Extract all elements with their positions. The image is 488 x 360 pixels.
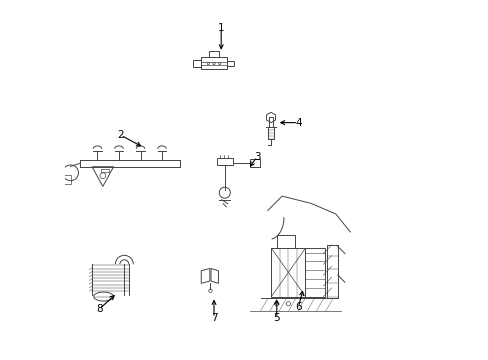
Text: 4: 4: [294, 118, 301, 128]
Bar: [271, 248, 305, 297]
Text: 1: 1: [218, 23, 224, 33]
Bar: [276, 235, 295, 248]
Bar: [267, 127, 274, 139]
Bar: [209, 51, 218, 57]
Bar: [305, 248, 325, 297]
Text: 3: 3: [253, 152, 260, 162]
Bar: [249, 158, 260, 167]
Bar: [268, 117, 272, 127]
Bar: [193, 60, 201, 67]
Bar: [216, 158, 232, 165]
Text: 5: 5: [273, 313, 280, 323]
Bar: [226, 60, 233, 66]
Text: 6: 6: [294, 302, 301, 312]
Text: 2: 2: [117, 130, 124, 140]
Bar: [201, 57, 226, 69]
Bar: [326, 244, 337, 298]
Text: 8: 8: [96, 304, 102, 314]
Text: 7: 7: [210, 313, 217, 323]
Bar: [101, 169, 109, 172]
Bar: [61, 175, 70, 184]
